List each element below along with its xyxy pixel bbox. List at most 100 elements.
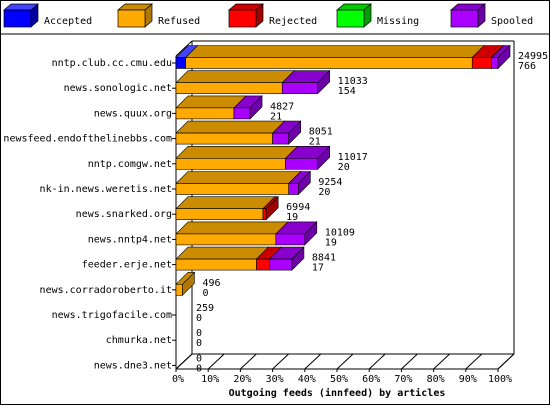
bar-side [317, 145, 330, 171]
bar-segment [185, 57, 473, 69]
data-label-accepted: 154 [338, 86, 356, 97]
legend-swatch [336, 9, 365, 28]
x-tick-label: 40% [298, 374, 316, 385]
y-tick-label: feeder.erje.net [82, 260, 172, 271]
bar-segment [175, 107, 235, 120]
bar-segment [175, 183, 289, 195]
data-label-accepted: 0 [196, 363, 202, 374]
bar-segment [175, 57, 186, 69]
bar-segment-top [175, 246, 270, 260]
legend-label: Missing [377, 16, 419, 27]
bar-side [288, 120, 302, 145]
bar-segment [272, 132, 290, 145]
x-tick-floor [304, 353, 322, 370]
bar-side [317, 69, 330, 95]
legend-swatch [117, 9, 146, 28]
bar-segment [275, 233, 306, 246]
bar-side [291, 246, 305, 271]
bar-segment [175, 82, 283, 94]
plot-corner-left [175, 40, 193, 57]
x-tick-floor [433, 353, 450, 370]
bar-side [265, 195, 279, 221]
data-label-accepted: 21 [270, 111, 282, 122]
x-tick-label: 70% [394, 374, 412, 385]
legend-swatch [228, 9, 257, 28]
bar-segment [269, 258, 293, 271]
legend-label: Rejected [269, 16, 317, 27]
bar-segment [175, 158, 286, 170]
bar-segment-top [175, 70, 295, 83]
x-tick-label: 20% [233, 374, 251, 385]
data-label-accepted: 17 [312, 263, 324, 274]
data-label-offered: 6994 [286, 202, 310, 213]
y-tick-label: news.quux.org [94, 108, 172, 119]
bar-segment [175, 208, 264, 220]
data-label-offered: 4827 [270, 101, 294, 112]
x-tick-floor [401, 353, 418, 370]
data-label-accepted: 0 [202, 288, 208, 299]
x-tick-label: 80% [427, 374, 445, 385]
y-tick-label: news.nntp4.net [88, 234, 172, 245]
y-tick-label: news.dne3.net [94, 360, 172, 371]
y-tick-label: news.trigofacile.com [52, 310, 172, 321]
data-label-accepted: 20 [318, 187, 330, 198]
data-label-offered: 259 [196, 303, 214, 314]
data-label-accepted: 19 [325, 237, 337, 248]
data-label-offered: 0 [196, 353, 202, 364]
bar-segment [175, 233, 277, 246]
bar-side [304, 221, 318, 246]
data-label-accepted: 0 [196, 313, 202, 324]
data-label-accepted: 21 [309, 137, 321, 148]
legend-swatch [3, 9, 32, 28]
x-tick-label: 50% [330, 374, 348, 385]
data-label-offered: 11033 [338, 76, 368, 87]
legend-label: Accepted [44, 16, 92, 27]
legend-swatch [450, 9, 479, 28]
data-label-offered: 8841 [312, 253, 336, 264]
x-tick-floor [368, 353, 386, 370]
x-tick-label: 10% [201, 374, 219, 385]
data-label-offered: 0 [196, 328, 202, 339]
data-label-accepted: 766 [518, 61, 536, 72]
bar-segment-top [175, 221, 289, 235]
bar-segment [175, 283, 183, 296]
data-label-offered: 10109 [325, 227, 355, 238]
bar-segment-top [175, 146, 299, 159]
y-tick-label: chmurka.net [106, 335, 172, 346]
y-tick-label: newsfeed.endofthelinebbs.com [3, 134, 172, 145]
x-tick-label: 60% [362, 374, 380, 385]
y-tick-label: news.corradoroberto.it [40, 285, 172, 296]
bar-segment-top [184, 45, 485, 58]
bar-segment [175, 258, 257, 271]
data-label-accepted: 19 [286, 212, 298, 223]
data-label-accepted: 0 [196, 338, 202, 349]
bar-side [182, 271, 195, 297]
bar-side [497, 44, 511, 70]
bar-segment [256, 258, 270, 271]
data-label-offered: 9254 [318, 177, 342, 188]
x-tick-floor [240, 353, 257, 370]
y-tick-label: nntp.comgw.net [88, 159, 172, 170]
bar-segment-top [175, 171, 302, 184]
bar-segment [281, 82, 318, 94]
bar-segment [233, 107, 251, 120]
x-tick-label: 30% [266, 374, 284, 385]
x-tick-label: 100% [488, 374, 512, 385]
bar-segment [491, 57, 499, 69]
bar-segment-top [175, 196, 276, 209]
data-label-accepted: 20 [338, 162, 350, 173]
data-label-offered: 8051 [309, 127, 333, 138]
x-tick-label: 90% [459, 374, 477, 385]
data-label-offered: 11017 [338, 152, 368, 163]
data-label-offered: 496 [202, 278, 220, 289]
bar-segment [471, 57, 492, 69]
bar-segment [262, 208, 267, 220]
bar-side [249, 95, 263, 120]
x-tick-floor [336, 353, 354, 370]
y-tick-label: news.snarked.org [76, 209, 172, 220]
y-tick-label: news.sonologic.net [64, 83, 172, 94]
x-tick-floor [207, 353, 225, 370]
bar-segment [285, 158, 318, 170]
